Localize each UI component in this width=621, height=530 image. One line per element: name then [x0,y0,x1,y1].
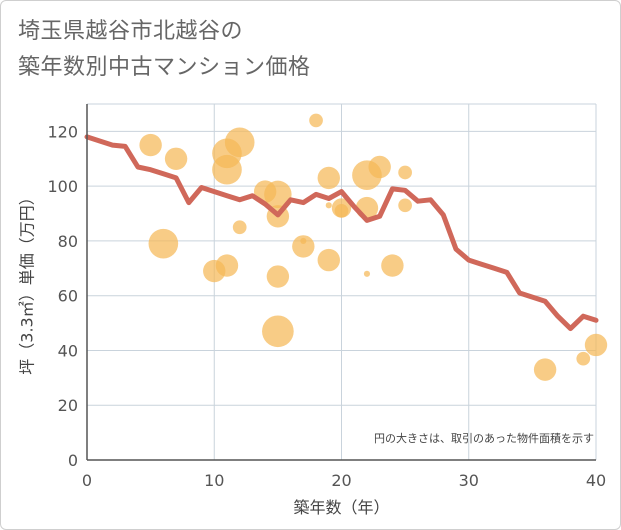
x-tick-label-2: 20 [331,471,351,490]
y-tick-label-5: 100 [47,177,78,196]
size-legend-note: 円の大きさは、取引のあった物件面積を示す [374,431,594,445]
y-tick-label-0: 0 [68,451,78,470]
bubble-0 [139,133,162,157]
bubble-28 [398,198,412,213]
bubble-16 [309,113,323,128]
bubble-17 [317,166,340,190]
bubble-29 [533,358,557,381]
bubble-7 [224,127,255,158]
y-tick-label-2: 40 [58,341,78,360]
bubble-2 [164,147,188,170]
bubble-4 [215,254,239,277]
x-axis-title: 築年数（年） [293,498,389,517]
x-tick-label-1: 10 [204,471,224,490]
x-tick-label-3: 30 [459,471,479,490]
bubble-31 [584,333,608,357]
average-price-line [84,134,599,332]
axes [86,104,596,461]
bubble-27 [398,165,412,180]
y-axis-title: 坪（3.3㎡）単価（万円） [18,189,37,374]
trend-line [84,134,599,332]
x-tick-label-4: 40 [586,471,606,490]
y-tick-label-4: 80 [58,232,78,251]
bubble-10 [264,180,292,209]
bubble-19 [325,202,332,209]
bubble-14 [292,235,315,258]
bubble-12 [266,265,290,288]
bubbles [139,113,608,381]
chart-title-line-1: 埼玉県越谷市北越谷の [18,19,244,44]
bubble-15 [300,237,307,244]
x-tick-label-0: 0 [82,471,92,490]
bubble-13 [262,315,294,348]
bubble-21 [334,203,349,218]
bubble-24 [363,270,371,277]
bubble-8 [232,220,247,235]
bubble-25 [368,155,391,179]
chart-title-line-2: 築年数別中古マンション価格 [18,55,311,80]
chart-title: 埼玉県越谷市北越谷の 築年数別中古マンション価格 [18,14,311,86]
y-tick-label-1: 20 [58,396,78,415]
bubble-26 [381,254,404,277]
y-tick-label-6: 120 [47,122,78,141]
tick-labels: 0 10 20 30 40 0 20 40 60 80 100 120 [47,122,606,490]
bubble-1 [148,228,179,259]
y-tick-label-3: 60 [58,287,78,306]
bubble-30 [576,351,591,366]
bubble-18 [317,248,340,272]
grid-lines [87,103,597,460]
